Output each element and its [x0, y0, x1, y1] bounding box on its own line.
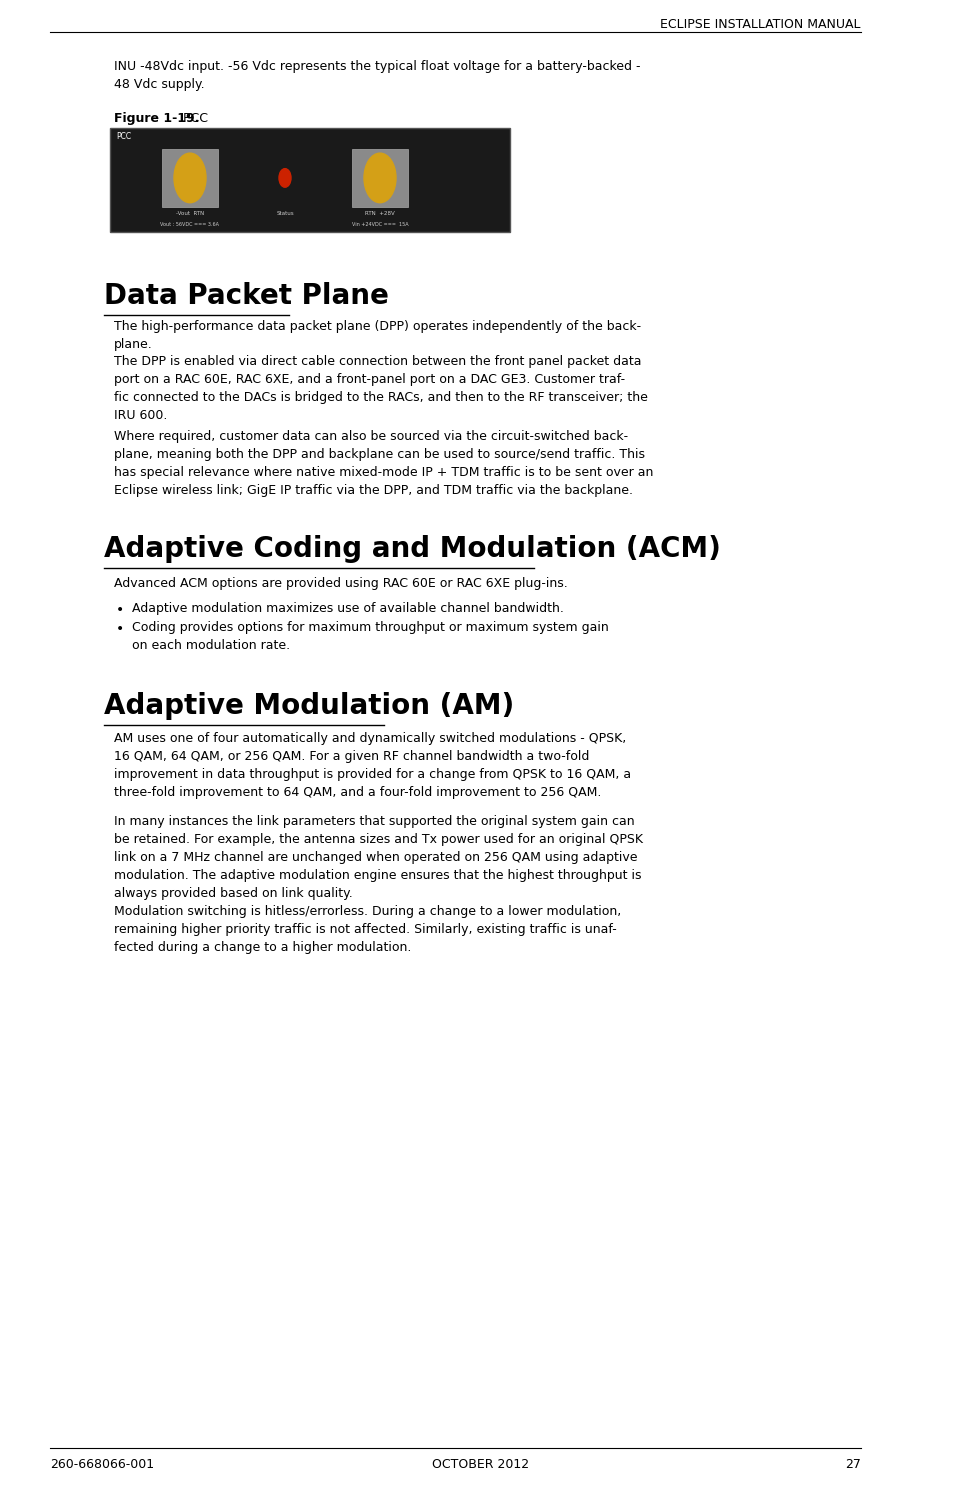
- FancyBboxPatch shape: [161, 149, 218, 207]
- Text: Data Packet Plane: Data Packet Plane: [104, 282, 388, 310]
- Text: Vin +24VDC ===  15A: Vin +24VDC === 15A: [352, 222, 407, 226]
- Text: Status: Status: [276, 212, 293, 216]
- Text: Modulation switching is hitless/errorless. During a change to a lower modulation: Modulation switching is hitless/errorles…: [113, 904, 620, 954]
- Text: RTN  +28V: RTN +28V: [365, 212, 394, 216]
- Text: Adaptive Coding and Modulation (ACM): Adaptive Coding and Modulation (ACM): [104, 535, 720, 563]
- Text: The DPP is enabled via direct cable connection between the front panel packet da: The DPP is enabled via direct cable conn…: [113, 355, 647, 422]
- Circle shape: [363, 153, 396, 203]
- Text: •: •: [115, 621, 124, 636]
- Circle shape: [279, 168, 290, 188]
- Text: 27: 27: [844, 1459, 860, 1471]
- Text: PCC: PCC: [179, 112, 208, 125]
- Text: In many instances the link parameters that supported the original system gain ca: In many instances the link parameters th…: [113, 815, 642, 900]
- FancyBboxPatch shape: [110, 128, 509, 232]
- Text: Adaptive modulation maximizes use of available channel bandwidth.: Adaptive modulation maximizes use of ava…: [132, 602, 563, 615]
- Text: Figure 1-19.: Figure 1-19.: [113, 112, 199, 125]
- Text: Adaptive Modulation (AM): Adaptive Modulation (AM): [104, 691, 513, 720]
- Text: 260-668066-001: 260-668066-001: [50, 1459, 154, 1471]
- Circle shape: [174, 153, 206, 203]
- Text: INU -48Vdc input. -56 Vdc represents the typical float voltage for a battery-bac: INU -48Vdc input. -56 Vdc represents the…: [113, 60, 639, 91]
- Text: Coding provides options for maximum throughput or maximum system gain
on each mo: Coding provides options for maximum thro…: [132, 621, 607, 653]
- Text: Vout : 56VDC === 3.6A: Vout : 56VDC === 3.6A: [160, 222, 219, 226]
- Text: Advanced ACM options are provided using RAC 60E or RAC 6XE plug-ins.: Advanced ACM options are provided using …: [113, 577, 567, 590]
- Text: AM uses one of four automatically and dynamically switched modulations - QPSK,
1: AM uses one of four automatically and dy…: [113, 732, 630, 799]
- Text: •: •: [115, 603, 124, 617]
- Text: OCTOBER 2012: OCTOBER 2012: [432, 1459, 529, 1471]
- Text: PCC: PCC: [116, 133, 131, 142]
- FancyBboxPatch shape: [352, 149, 407, 207]
- Text: Where required, customer data can also be sourced via the circuit-switched back-: Where required, customer data can also b…: [113, 431, 653, 498]
- Text: -Vout  RTN: -Vout RTN: [176, 212, 204, 216]
- Text: ECLIPSE INSTALLATION MANUAL: ECLIPSE INSTALLATION MANUAL: [660, 18, 860, 31]
- Text: The high-performance data packet plane (DPP) operates independently of the back-: The high-performance data packet plane (…: [113, 320, 640, 352]
